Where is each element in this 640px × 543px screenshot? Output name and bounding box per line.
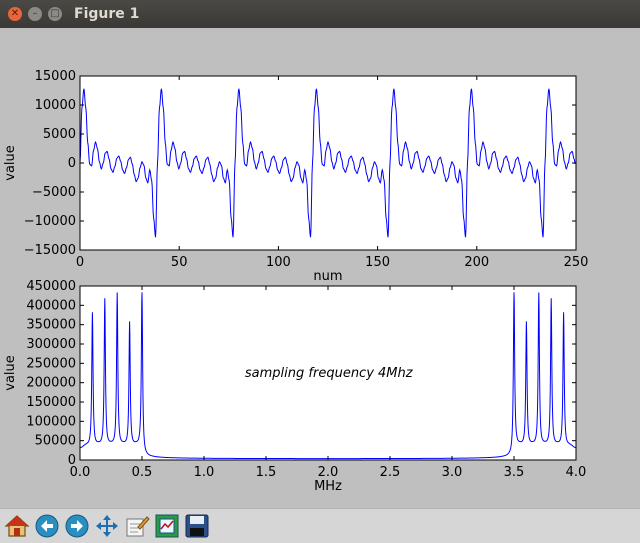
pan-icon: [96, 515, 118, 537]
close-icon[interactable]: ✕: [8, 7, 22, 21]
y-tick-label: 300000: [26, 337, 76, 352]
y-tick-label: 0: [68, 453, 76, 468]
y-tick-label: −10000: [24, 214, 76, 229]
zoom-button[interactable]: [154, 513, 180, 539]
x-tick-label: 0.0: [70, 465, 91, 480]
y-tick-label: 100000: [26, 414, 76, 429]
y-tick-label: 450000: [26, 279, 76, 294]
forward-button[interactable]: [64, 513, 90, 539]
y-tick-label: 150000: [26, 395, 76, 410]
time-domain-plot: 0 50 100 150 200 250 15000 10000 5000 0 −5000 −1000…: [3, 69, 588, 284]
title-bar: ✕ – □ Figure 1: [0, 0, 640, 28]
y-tick-label: 350000: [26, 318, 76, 333]
forward-icon: [65, 514, 89, 538]
home-button[interactable]: [4, 513, 30, 539]
back-icon: [35, 514, 59, 538]
x-tick-label: 100: [266, 255, 291, 270]
y-tick-label: 15000: [35, 69, 76, 84]
y-tick-label: 400000: [26, 298, 76, 313]
frequency-domain-plot: 0.0 0.5 1.0 1.5 2.0 2.5 3.0 3.5 4.0 450000 400000 3…: [3, 279, 586, 494]
x-tick-label: 0: [76, 255, 84, 270]
configure-subplots-button[interactable]: [124, 513, 150, 539]
y-tick-label: −15000: [24, 243, 76, 258]
x-tick-label: 2.0: [318, 465, 339, 480]
maximize-icon[interactable]: □: [48, 7, 62, 21]
y-tick-label: 5000: [43, 127, 76, 142]
x-tick-label: 250: [564, 255, 589, 270]
save-icon: [185, 514, 209, 538]
series-line: [79, 88, 576, 238]
x-axis-label: MHz: [314, 479, 342, 494]
back-button[interactable]: [34, 513, 60, 539]
y-axis-label: value: [3, 355, 18, 391]
window-title: Figure 1: [74, 6, 140, 22]
x-tick-label: 2.5: [380, 465, 401, 480]
y-axis-label: value: [3, 145, 18, 181]
configure-subplots-icon: [126, 516, 150, 537]
y-tick-label: 10000: [35, 98, 76, 113]
y-tick-label: −5000: [32, 185, 76, 200]
home-icon: [4, 515, 30, 537]
zoom-icon: [155, 514, 179, 538]
x-tick-label: 1.0: [194, 465, 215, 480]
plot-area: [80, 286, 576, 460]
y-tick-label: 0: [68, 156, 76, 171]
x-tick-label: 3.5: [504, 465, 525, 480]
x-tick-label: 0.5: [132, 465, 153, 480]
pan-button[interactable]: [94, 513, 120, 539]
x-tick-label: 3.0: [442, 465, 463, 480]
x-tick-label: 4.0: [566, 465, 587, 480]
y-tick-label: 250000: [26, 356, 76, 371]
toolbar: [0, 508, 640, 543]
y-tick-label: 50000: [35, 434, 76, 449]
x-tick-label: 200: [464, 255, 489, 270]
x-tick-label: 50: [171, 255, 188, 270]
save-button[interactable]: [184, 513, 210, 539]
x-axis-label: num: [313, 269, 342, 284]
annotation-text: sampling frequency 4Mhz: [245, 366, 414, 381]
x-tick-label: 150: [365, 255, 390, 270]
y-tick-label: 200000: [26, 376, 76, 391]
minimize-icon[interactable]: –: [28, 7, 42, 21]
figure-canvas: 0 50 100 150 200 250150001000050000−5000−1000…: [3, 69, 588, 494]
x-tick-label: 1.5: [256, 465, 277, 480]
